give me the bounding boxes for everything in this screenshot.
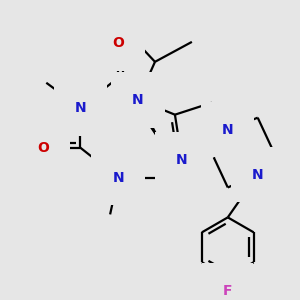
Text: N: N	[112, 170, 124, 184]
Text: N: N	[176, 153, 188, 166]
Text: N: N	[222, 123, 234, 136]
Text: F: F	[223, 284, 232, 298]
Text: N: N	[132, 93, 144, 107]
Text: N: N	[252, 167, 263, 182]
Text: O: O	[112, 36, 124, 50]
Text: O: O	[38, 141, 49, 154]
Text: N: N	[74, 101, 86, 115]
